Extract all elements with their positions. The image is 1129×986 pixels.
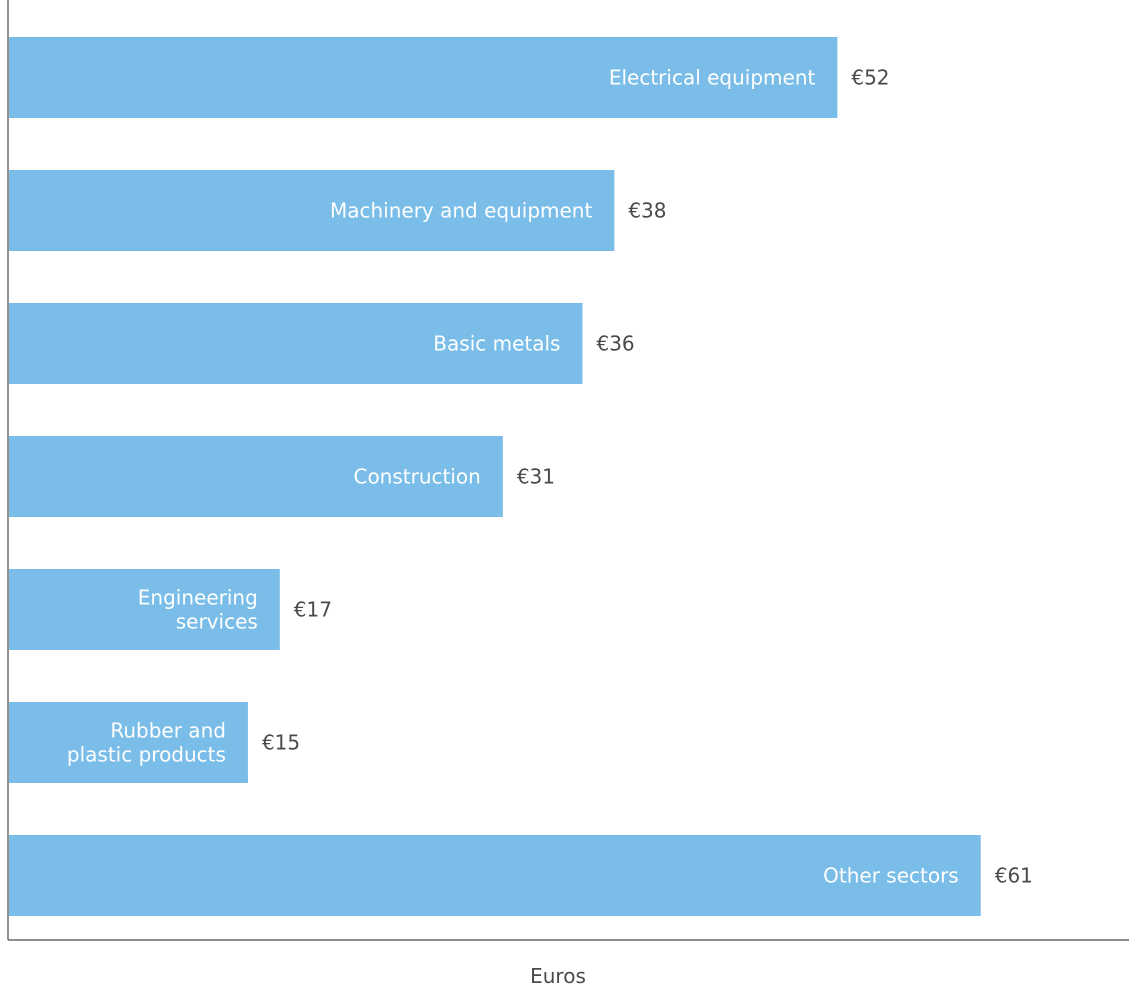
category-label: Rubber and plastic products	[67, 719, 226, 767]
category-label-line: plastic products	[67, 743, 226, 767]
category-label: Electrical equipment	[609, 66, 816, 90]
category-label: Construction	[353, 465, 480, 489]
category-label-line: Electrical equipment	[609, 66, 816, 90]
category-label: Machinery and equipment	[330, 199, 593, 223]
bar	[9, 702, 248, 783]
category-label: Basic metals	[433, 332, 560, 356]
value-label: €15	[262, 731, 300, 755]
category-label-line: Rubber and	[110, 719, 226, 743]
category-label: Other sectors	[823, 864, 959, 888]
category-label: Engineering services	[138, 586, 258, 634]
category-label-line: services	[176, 610, 258, 634]
value-label: €61	[995, 864, 1033, 888]
x-axis-title: Euros	[530, 964, 586, 986]
value-label: €17	[294, 598, 332, 622]
bar	[9, 436, 503, 517]
value-label: €31	[517, 465, 555, 489]
category-label-line: Construction	[353, 465, 480, 489]
category-label-line: Engineering	[138, 586, 258, 610]
category-label-line: Machinery and equipment	[330, 199, 593, 223]
labels-layer: Electrical equipment €52 Machinery and equ…	[67, 66, 1033, 888]
category-label-line: Other sectors	[823, 864, 959, 888]
bars-layer	[9, 37, 981, 916]
bar	[9, 170, 615, 251]
value-label: €38	[628, 199, 666, 223]
bar	[9, 303, 583, 384]
value-label: €52	[851, 66, 889, 90]
bar	[9, 37, 838, 118]
bar	[9, 569, 280, 650]
value-label: €36	[596, 332, 634, 356]
bar	[9, 835, 981, 916]
category-label-line: Basic metals	[433, 332, 560, 356]
